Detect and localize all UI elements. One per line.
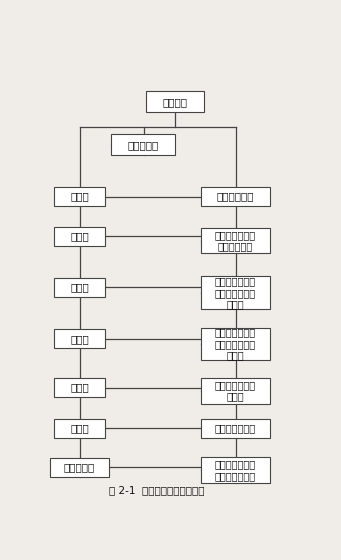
Text: 项目设计经理: 项目设计经理 [217, 192, 254, 202]
FancyBboxPatch shape [201, 187, 270, 206]
FancyBboxPatch shape [112, 134, 175, 155]
FancyBboxPatch shape [201, 276, 270, 309]
Text: 质量管理部: 质量管理部 [128, 140, 159, 150]
Text: 化工设备、机械
设备、机泵、容
器专业: 化工设备、机械 设备、机泵、容 器专业 [215, 328, 256, 361]
FancyBboxPatch shape [201, 328, 270, 361]
Text: 电仪室: 电仪室 [70, 382, 89, 393]
Text: 公用工程室: 公用工程室 [64, 463, 95, 472]
Text: 图 2-1  设计工作矩阵式管理图: 图 2-1 设计工作矩阵式管理图 [108, 486, 204, 496]
FancyBboxPatch shape [54, 187, 105, 206]
Text: 土建室: 土建室 [70, 423, 89, 433]
FancyBboxPatch shape [54, 329, 105, 348]
Text: 电气、电讯、仪
表专业: 电气、电讯、仪 表专业 [215, 380, 256, 402]
Text: 工艺室: 工艺室 [70, 231, 89, 241]
FancyBboxPatch shape [201, 227, 270, 254]
Text: 公司经理: 公司经理 [162, 97, 187, 107]
FancyBboxPatch shape [54, 227, 105, 246]
FancyBboxPatch shape [54, 378, 105, 397]
FancyBboxPatch shape [201, 419, 270, 437]
FancyBboxPatch shape [201, 377, 270, 404]
Text: 设计部: 设计部 [70, 192, 89, 202]
FancyBboxPatch shape [50, 458, 109, 477]
FancyBboxPatch shape [201, 458, 270, 483]
Text: 工艺、分析、环
保、劳安专业: 工艺、分析、环 保、劳安专业 [215, 230, 256, 251]
Text: 热工、给排水、
总图、暖通专业: 热工、给排水、 总图、暖通专业 [215, 460, 256, 481]
Text: 建筑、结构专业: 建筑、结构专业 [215, 423, 256, 433]
Text: 管道室: 管道室 [70, 282, 89, 292]
FancyBboxPatch shape [54, 419, 105, 437]
Text: 管道、布置、管
道机械、管道材
料专业: 管道、布置、管 道机械、管道材 料专业 [215, 276, 256, 309]
FancyBboxPatch shape [146, 91, 204, 112]
FancyBboxPatch shape [54, 278, 105, 297]
Text: 设备室: 设备室 [70, 334, 89, 344]
